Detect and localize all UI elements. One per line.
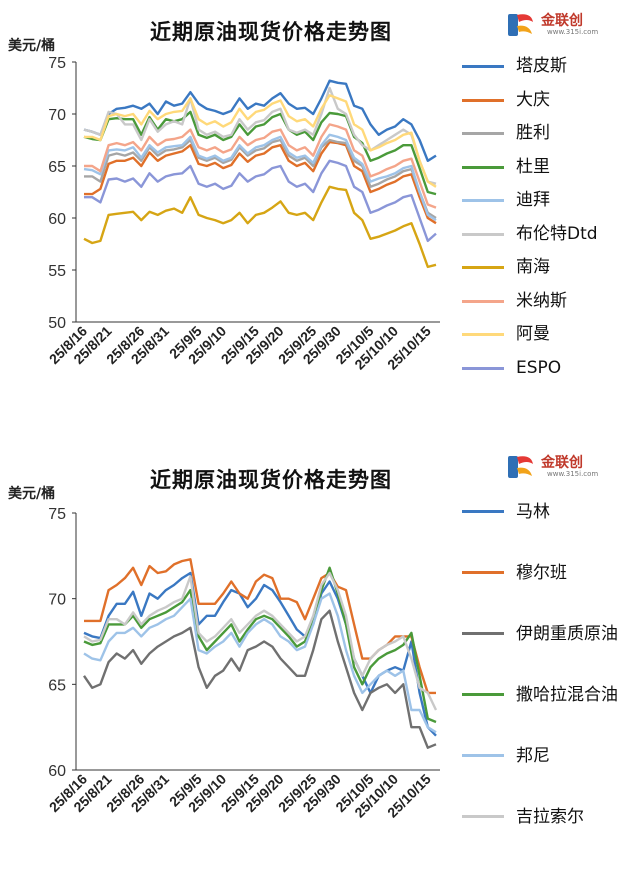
legend-swatch	[462, 232, 504, 236]
series-line-9	[84, 94, 437, 188]
y-tick-label: 55	[48, 263, 66, 280]
legend-swatch	[462, 510, 504, 513]
series-line-8	[84, 123, 437, 209]
chart-panel-top: 美元/桶 近期原油现货价格走势图 金联创 www.315i.com 50 55 60…	[0, 0, 640, 430]
series-line-3	[83, 609, 437, 749]
series-line-5	[83, 592, 437, 734]
series-line-7	[83, 185, 437, 269]
legend-label: 穆尔班	[516, 563, 567, 583]
series-line-4	[83, 110, 437, 196]
legend-swatch	[462, 571, 504, 574]
y-tick-label: 75	[48, 506, 66, 523]
y-tick-label: 65	[48, 159, 66, 176]
legend-swatch	[462, 693, 504, 696]
logo-url: www.315i.com	[547, 28, 599, 36]
legend-swatch	[462, 65, 504, 68]
legend-label: 布伦特Dtd	[516, 223, 598, 244]
series-line-6	[83, 86, 437, 185]
y-tick-label: 75	[48, 55, 66, 72]
chart-panel-bottom: 美元/桶 近期原油现货价格走势图 金联创 www.315i.com 60 65 70…	[0, 440, 640, 875]
legend-swatch	[462, 165, 504, 169]
y-tick-label: 70	[48, 592, 66, 609]
chart-title: 近期原油现货价格走势图	[150, 467, 392, 492]
series-line-6	[83, 571, 438, 711]
logo-icon	[508, 456, 533, 478]
logo-icon	[508, 14, 533, 36]
legend-label: 胜利	[516, 123, 550, 143]
legend-label: 迪拜	[516, 190, 550, 210]
series-line-10	[84, 159, 437, 243]
legend-label: 南海	[516, 257, 550, 277]
logo-url: www.315i.com	[547, 470, 599, 478]
legend-swatch	[462, 132, 504, 135]
legend-label: 阿曼	[516, 324, 550, 344]
legend-swatch	[462, 199, 504, 202]
line-chart-bottom: 6065707525/8/1625/8/2125/8/2625/8/3125/9…	[46, 506, 440, 821]
legend-swatch	[462, 98, 504, 102]
legend-label: 撒哈拉混合油	[516, 685, 618, 705]
y-tick-label: 65	[48, 677, 66, 694]
series-line-3	[84, 138, 437, 220]
legend-swatch	[462, 632, 504, 635]
y-tick-label: 70	[48, 107, 66, 124]
series-line-2	[84, 140, 437, 225]
legend-swatch	[462, 366, 504, 370]
logo-name: 金联创	[541, 455, 583, 471]
y-tick-label: 60	[48, 763, 66, 780]
legend-swatch	[462, 266, 504, 269]
y-tick-label: 50	[48, 315, 66, 332]
y-axis-unit: 美元/桶	[8, 486, 56, 502]
legend-label: ESPO	[516, 357, 562, 378]
y-axis-unit: 美元/桶	[8, 38, 56, 54]
chart-title: 近期原油现货价格走势图	[150, 19, 392, 44]
legend-label: 马林	[516, 502, 550, 522]
brand-logo: 金联创 www.315i.com	[505, 450, 625, 484]
legend-swatch	[462, 299, 504, 303]
legend-swatch	[462, 815, 504, 818]
legend-label: 米纳斯	[516, 290, 567, 311]
legend-label: 邦尼	[516, 746, 550, 766]
legend-label: 大庆	[516, 89, 550, 110]
series-line-4	[83, 566, 437, 724]
legend-swatch	[462, 754, 504, 757]
series-line-5	[83, 133, 437, 222]
logo-name: 金联创	[541, 13, 583, 29]
legend-label: 伊朗重质原油	[516, 624, 618, 644]
series-line-1	[83, 79, 437, 163]
brand-logo: 金联创 www.315i.com	[505, 8, 625, 42]
y-tick-label: 60	[48, 211, 66, 228]
legend-label: 吉拉索尔	[516, 807, 584, 827]
legend-label: 塔皮斯	[516, 56, 567, 76]
legend-label: 杜里	[516, 156, 550, 177]
line-chart-top: 50556065707525/8/1625/8/2125/8/2625/8/31…	[46, 55, 440, 373]
legend-swatch	[462, 333, 504, 336]
